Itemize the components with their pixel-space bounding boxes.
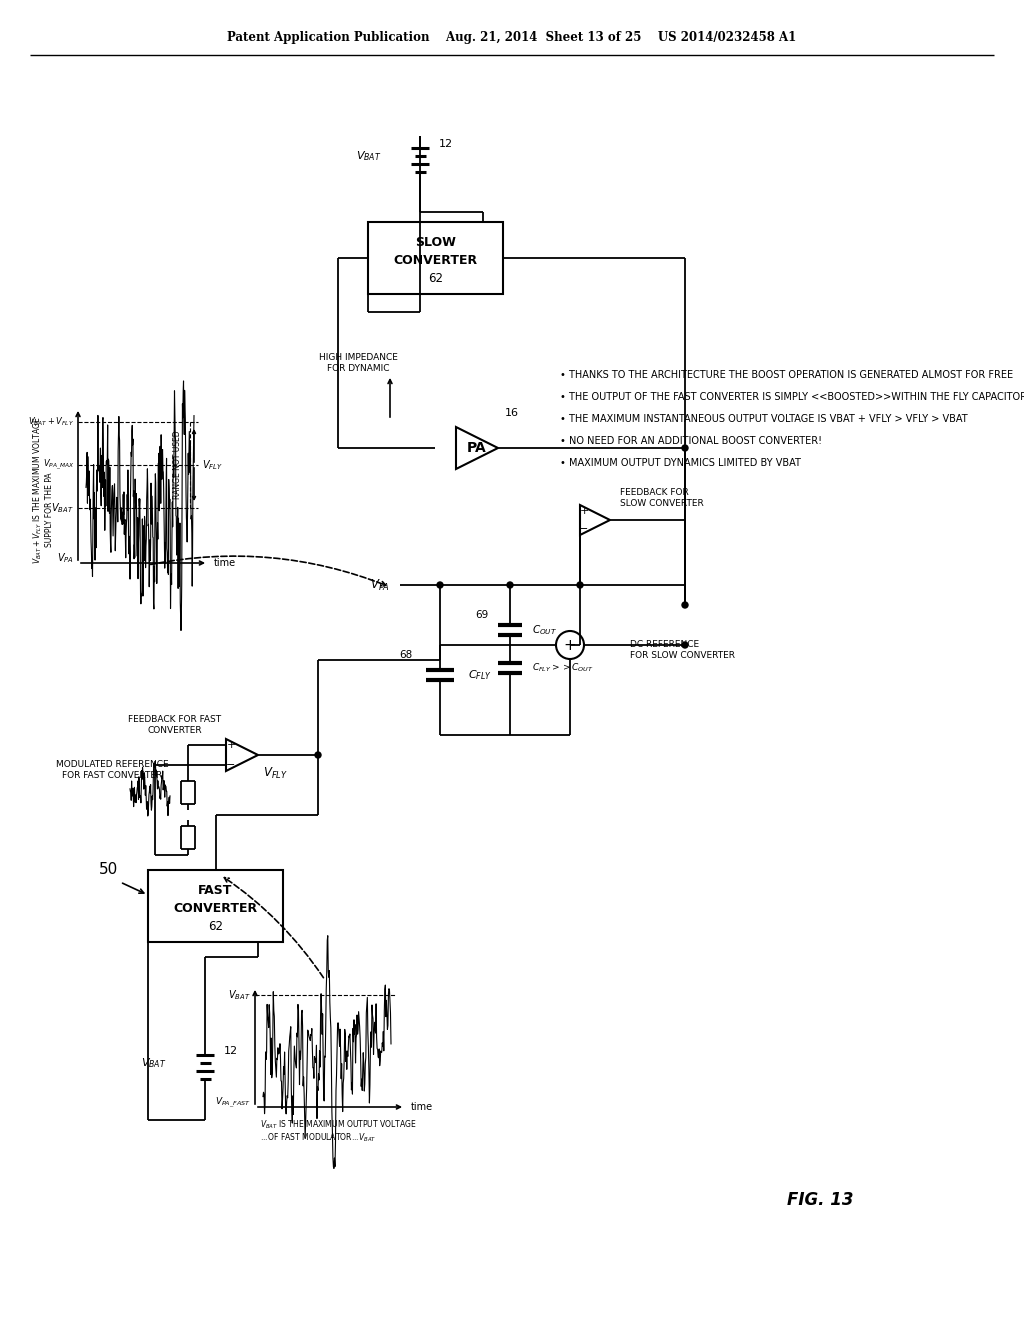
Text: 62: 62 xyxy=(208,920,223,932)
Text: $V_{BAT}$: $V_{BAT}$ xyxy=(51,502,74,515)
Text: FIG. 13: FIG. 13 xyxy=(786,1191,853,1209)
Polygon shape xyxy=(580,506,610,535)
Text: 12: 12 xyxy=(439,139,453,149)
Text: $V_{BAT}+V_{FLY}$: $V_{BAT}+V_{FLY}$ xyxy=(28,416,74,428)
Text: HIGH IMPEDANCE
FOR DYNAMIC: HIGH IMPEDANCE FOR DYNAMIC xyxy=(318,354,397,372)
Text: PA: PA xyxy=(467,441,486,455)
Text: $V_{PA}$: $V_{PA}$ xyxy=(57,552,74,565)
Text: $V_{PA\_FAST}$: $V_{PA\_FAST}$ xyxy=(215,1096,251,1110)
Text: • THE OUTPUT OF THE FAST CONVERTER IS SIMPLY <<BOOSTED>>WITHIN THE FLY CAPACITOR: • THE OUTPUT OF THE FAST CONVERTER IS SI… xyxy=(560,392,1024,403)
Text: 12: 12 xyxy=(224,1045,238,1056)
Text: DC REFERENCE
FOR SLOW CONVERTER: DC REFERENCE FOR SLOW CONVERTER xyxy=(630,640,735,660)
Text: CONVERTER: CONVERTER xyxy=(393,253,477,267)
Text: $V_{FLY}$: $V_{FLY}$ xyxy=(263,766,288,780)
Text: RANGE NOT USED: RANGE NOT USED xyxy=(173,430,182,499)
Bar xyxy=(148,870,283,942)
Text: $V_{PA\_MAX}$: $V_{PA\_MAX}$ xyxy=(43,458,74,473)
Text: $V_{PA}$: $V_{PA}$ xyxy=(370,577,390,593)
Text: $V_{BAT}$: $V_{BAT}$ xyxy=(228,989,251,1002)
Circle shape xyxy=(437,582,443,587)
Text: −: − xyxy=(226,760,236,770)
Bar xyxy=(368,222,503,294)
Text: 68: 68 xyxy=(398,649,412,660)
Text: MODULATED REFERENCE
FOR FAST CONVERTER: MODULATED REFERENCE FOR FAST CONVERTER xyxy=(55,760,168,780)
Text: FEEDBACK FOR FAST
CONVERTER: FEEDBACK FOR FAST CONVERTER xyxy=(128,715,221,735)
Text: 62: 62 xyxy=(428,272,443,285)
Text: +: + xyxy=(580,506,589,516)
Text: ...OF FAST MODULATOR...$V_{BAT}$: ...OF FAST MODULATOR...$V_{BAT}$ xyxy=(260,1131,377,1144)
Circle shape xyxy=(577,582,583,587)
Circle shape xyxy=(682,602,688,609)
Text: • THANKS TO THE ARCHITECTURE THE BOOST OPERATION IS GENERATED ALMOST FOR FREE: • THANKS TO THE ARCHITECTURE THE BOOST O… xyxy=(560,370,1013,380)
Text: $V_{BAT}$ IS THE MAXIMUM OUTPUT VOLTAGE: $V_{BAT}$ IS THE MAXIMUM OUTPUT VOLTAGE xyxy=(260,1119,417,1131)
Text: Patent Application Publication    Aug. 21, 2014  Sheet 13 of 25    US 2014/02324: Patent Application Publication Aug. 21, … xyxy=(227,32,797,45)
Text: time: time xyxy=(214,558,237,568)
Text: $V_{BAT}$: $V_{BAT}$ xyxy=(141,1056,167,1071)
Text: $C_{FLY}$: $C_{FLY}$ xyxy=(468,668,492,682)
Text: 69: 69 xyxy=(475,610,488,620)
Text: $V_{BAT}+V_{FLY}$ IS THE MAXIMUM VOLTAGE: $V_{BAT}+V_{FLY}$ IS THE MAXIMUM VOLTAGE xyxy=(32,416,44,564)
Text: $C_{OUT}$: $C_{OUT}$ xyxy=(532,623,557,636)
Polygon shape xyxy=(226,739,258,771)
Text: $C_{FLY}>>C_{OUT}$: $C_{FLY}>>C_{OUT}$ xyxy=(532,661,594,675)
Text: CONVERTER: CONVERTER xyxy=(173,902,258,915)
Text: • MAXIMUM OUTPUT DYNAMICS LIMITED BY VBAT: • MAXIMUM OUTPUT DYNAMICS LIMITED BY VBA… xyxy=(560,458,801,469)
Circle shape xyxy=(682,642,688,648)
Circle shape xyxy=(315,752,321,758)
Text: SLOW: SLOW xyxy=(415,235,456,248)
Text: $V_{BAT}$: $V_{BAT}$ xyxy=(356,149,382,162)
Circle shape xyxy=(507,582,513,587)
Text: +: + xyxy=(226,741,236,750)
Text: FAST: FAST xyxy=(199,883,232,896)
Text: $V_{FLY}$: $V_{FLY}$ xyxy=(202,458,223,471)
Circle shape xyxy=(682,445,688,451)
Text: +: + xyxy=(563,638,577,652)
Text: 50: 50 xyxy=(98,862,118,878)
Text: −: − xyxy=(580,524,589,535)
Polygon shape xyxy=(456,426,498,469)
Text: • NO NEED FOR AN ADDITIONAL BOOST CONVERTER!: • NO NEED FOR AN ADDITIONAL BOOST CONVER… xyxy=(560,436,822,446)
Text: • THE MAXIMUM INSTANTANEOUS OUTPUT VOLTAGE IS VBAT + VFLY > VFLY > VBAT: • THE MAXIMUM INSTANTANEOUS OUTPUT VOLTA… xyxy=(560,414,968,424)
Text: 16: 16 xyxy=(505,408,519,418)
Text: time: time xyxy=(411,1102,433,1111)
Text: SUPPLY FOR THE PA: SUPPLY FOR THE PA xyxy=(45,473,54,548)
Text: FEEDBACK FOR
SLOW CONVERTER: FEEDBACK FOR SLOW CONVERTER xyxy=(620,488,703,508)
